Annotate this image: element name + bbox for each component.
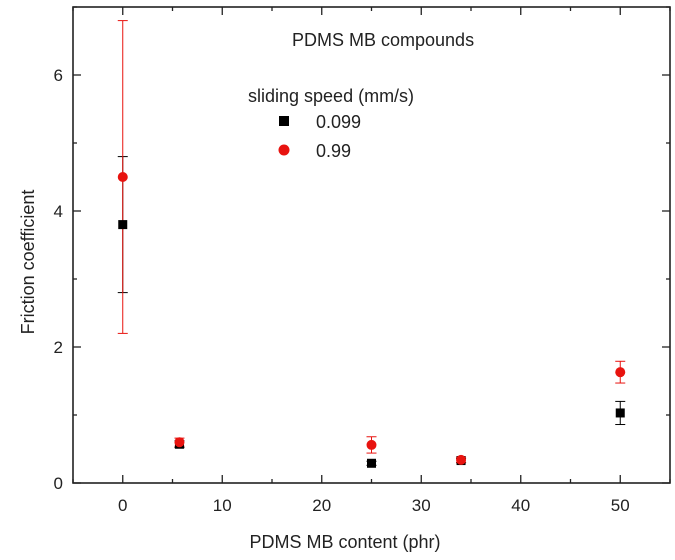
- y-tick-label: 6: [54, 66, 63, 85]
- data-point-0-099: [615, 408, 625, 418]
- data-point-0-99: [456, 454, 467, 465]
- data-group: [117, 20, 626, 468]
- data-point-0-99: [117, 172, 128, 182]
- data-point-0-099: [118, 220, 128, 230]
- x-tick-label: 30: [412, 496, 431, 515]
- x-axis-title: PDMS MB content (phr): [249, 532, 440, 552]
- data-point-0-99: [615, 367, 626, 378]
- y-tick-label: 0: [54, 474, 63, 493]
- y-axis-title: Friction coefficient: [18, 190, 38, 335]
- ticks-group: 0 10 20 30 40 50 0 2 4 6: [54, 6, 671, 515]
- data-point-0-99: [366, 439, 377, 450]
- x-tick-label: 20: [312, 496, 331, 515]
- legend-marker-0-99: [278, 144, 290, 156]
- legend-label-0-99: 0.99: [316, 141, 351, 161]
- chart-title: PDMS MB compounds: [292, 30, 474, 50]
- x-tick-label: 0: [118, 496, 127, 515]
- plot-frame: [72, 6, 671, 484]
- x-tick-label: 40: [511, 496, 530, 515]
- legend-marker-0-099: [279, 116, 289, 126]
- x-tick-label: 10: [213, 496, 232, 515]
- legend-label-0-099: 0.099: [316, 112, 361, 132]
- x-tick-label: 50: [611, 496, 630, 515]
- legend: 0.099 0.99: [278, 112, 361, 161]
- y-tick-label: 2: [54, 338, 63, 357]
- plot-frame-group: [72, 6, 671, 484]
- data-point-0-099: [367, 458, 376, 468]
- data-point-0-99: [174, 437, 185, 448]
- y-tick-label: 4: [54, 202, 63, 221]
- legend-title: sliding speed (mm/s): [248, 86, 414, 106]
